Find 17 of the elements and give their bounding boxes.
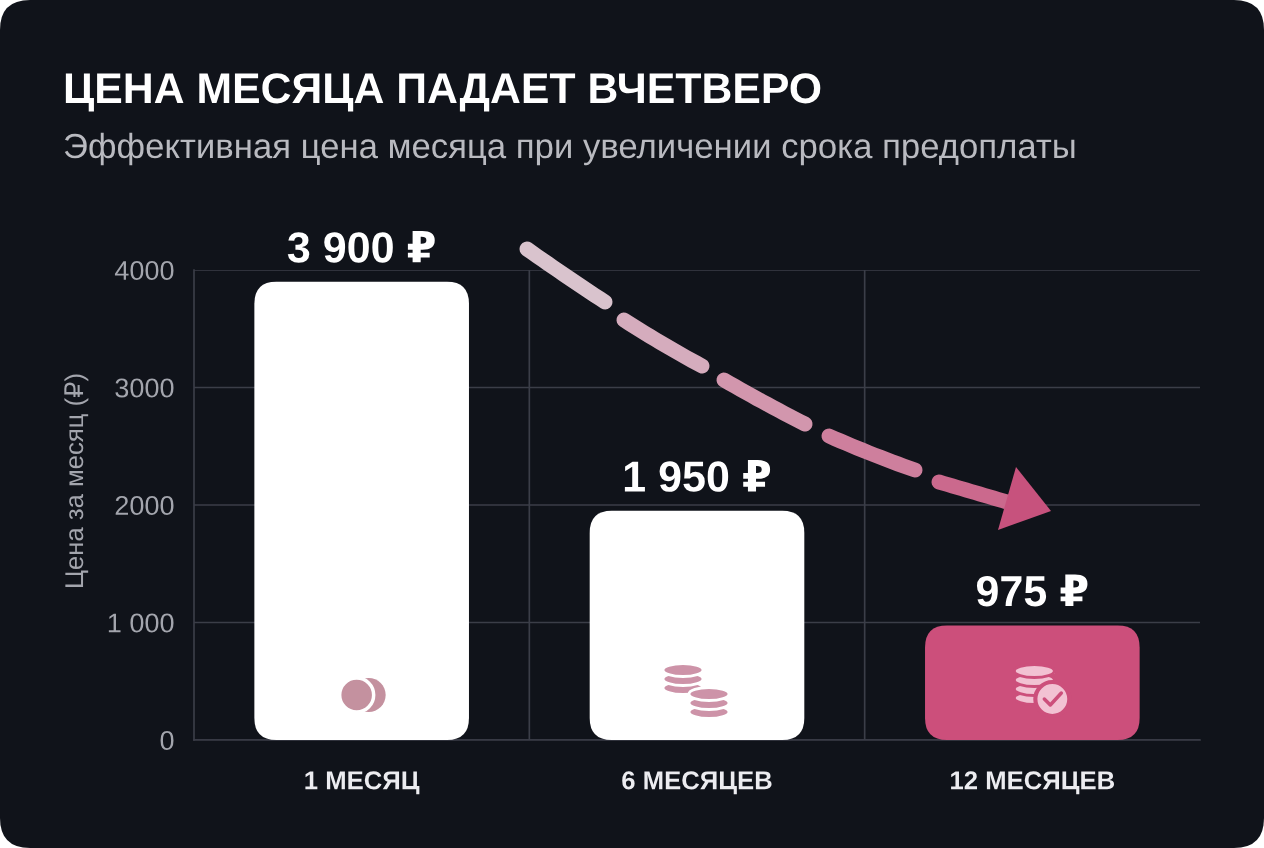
bar — [925, 625, 1140, 740]
x-tick-label: 6 МЕСЯЦЕВ — [622, 771, 772, 795]
y-axis-title: Цена за месяц (₽) — [64, 374, 89, 587]
y-tick-label: 2000 — [115, 495, 174, 516]
chart-subtitle: Эффективная цена месяца при увеличении срока предоплаты — [64, 132, 1075, 166]
data-label: 975 ₽ — [976, 574, 1088, 607]
data-label: 3 900 ₽ — [287, 230, 435, 263]
bar — [254, 281, 469, 740]
y-tick-label: 4000 — [114, 260, 174, 281]
chart-title: ЦЕНА МЕСЯЦА ПАДАЕТ ВЧЕТВЕРО — [65, 73, 821, 112]
data-label: 1 950 ₽ — [624, 460, 771, 492]
y-tick-label: 3000 — [115, 378, 174, 398]
bar — [589, 510, 805, 740]
x-tick-label: 1 МЕСЯЦ — [305, 771, 420, 795]
x-tick-label: 12 МЕСЯЦЕВ — [951, 771, 1115, 795]
y-tick-label: 1 000 — [108, 613, 174, 633]
y-tick-label: 0 — [160, 730, 174, 751]
